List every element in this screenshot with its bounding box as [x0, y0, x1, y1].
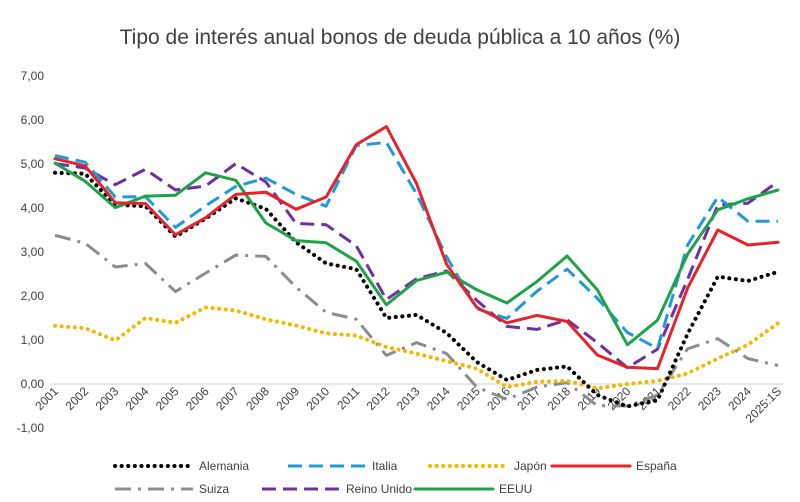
x-tick-label: 2012	[364, 384, 393, 413]
series-line-italia	[54, 140, 778, 350]
plot-area	[53, 125, 780, 409]
y-tick-label: -1,00	[17, 421, 45, 435]
chart-title: Tipo de interés anual bonos de deuda púb…	[120, 26, 681, 49]
y-tick-label: 0,00	[21, 377, 45, 391]
series-line-alemania	[53, 170, 780, 409]
legend-label: Suiza	[199, 482, 229, 496]
x-tick-label: 2004	[123, 384, 152, 413]
x-tick-label: 2006	[183, 384, 212, 413]
legend-label: Reino Unido	[346, 482, 412, 496]
x-axis: 2001 2002 2003 2004 2005 2006 2007 2008 2009 2010…	[32, 383, 784, 426]
x-tick-label: 2003	[93, 384, 122, 413]
legend-label: España	[636, 459, 677, 473]
series-line-suiza	[54, 233, 779, 408]
y-axis: -1,00 0,00 1,00 2,00 3,00 4,00 5,00 6,00 7,00	[17, 69, 45, 435]
legend-label: EEUU	[499, 482, 532, 496]
legend: Alemania Italia Japón España Suiza Reino Unid…	[113, 459, 677, 496]
y-tick-label: 7,00	[21, 69, 45, 83]
x-tick-label: 2005	[153, 384, 182, 413]
x-tick-label: 2014	[424, 384, 453, 413]
x-tick-label: 2011	[334, 384, 362, 412]
x-tick-label: 2002	[62, 384, 91, 413]
x-tick-label: 2022	[665, 384, 694, 413]
y-tick-label: 6,00	[21, 113, 45, 127]
x-tick-label: 2018	[544, 384, 573, 413]
x-tick-label: 2015	[454, 384, 483, 413]
legend-label: Italia	[372, 459, 398, 473]
x-tick-label: 2023	[695, 384, 724, 413]
series-line-eeuu	[53, 161, 780, 347]
x-tick-label: 2008	[243, 384, 272, 413]
legend-label: Alemania	[199, 459, 249, 473]
y-tick-label: 2,00	[21, 289, 45, 303]
x-tick-label: 2017	[514, 384, 543, 413]
y-tick-label: 5,00	[21, 157, 45, 171]
x-tick-label: 2007	[213, 384, 242, 413]
y-tick-label: 3,00	[21, 245, 45, 259]
x-tick-label: 2009	[273, 384, 302, 413]
series-line-espana	[53, 125, 780, 371]
x-tick-label: 2010	[303, 384, 332, 413]
x-tick-label: 2013	[394, 384, 423, 413]
x-tick-label: 2020	[605, 384, 634, 413]
series-line-japon	[53, 305, 780, 391]
y-tick-label: 1,00	[21, 333, 45, 347]
legend-label: Japón	[514, 459, 547, 473]
y-tick-label: 4,00	[21, 201, 45, 215]
series-line-reino-unido	[54, 162, 779, 370]
